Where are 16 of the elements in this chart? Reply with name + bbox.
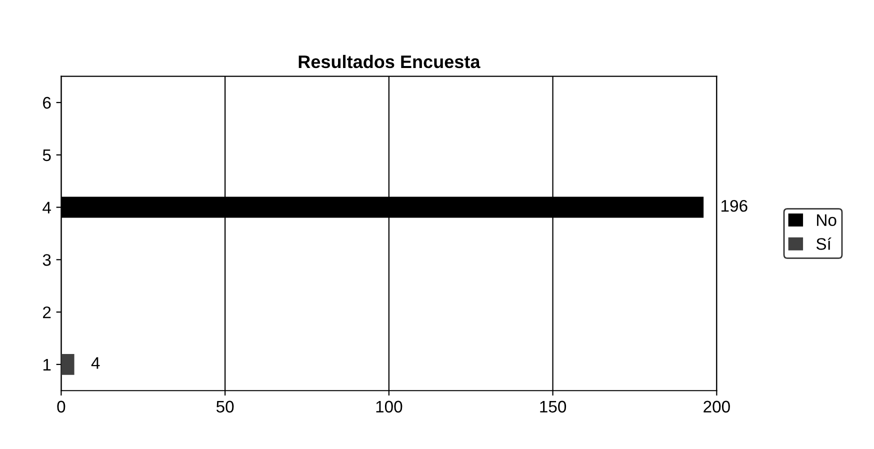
- y-tick-label: 3: [42, 254, 51, 266]
- x-tick-label: 100: [376, 400, 402, 413]
- chart-title: Resultados Encuesta: [298, 54, 480, 68]
- y-tick-label: 5: [42, 149, 51, 162]
- data-label: 196: [722, 200, 748, 212]
- legend-label: Sí: [816, 237, 832, 250]
- y-tick-label: 2: [43, 306, 51, 318]
- x-tick-label: 50: [216, 400, 234, 413]
- x-tick-label: 0: [57, 400, 66, 413]
- y-tick-label: 1: [43, 359, 51, 370]
- x-tick-label: 200: [704, 400, 730, 413]
- legend-label: No: [817, 214, 836, 226]
- x-tick-label: 150: [540, 400, 566, 413]
- y-tick-label: 4: [42, 202, 51, 214]
- data-label: 4: [91, 357, 100, 369]
- y-tick-label: 6: [43, 96, 51, 109]
